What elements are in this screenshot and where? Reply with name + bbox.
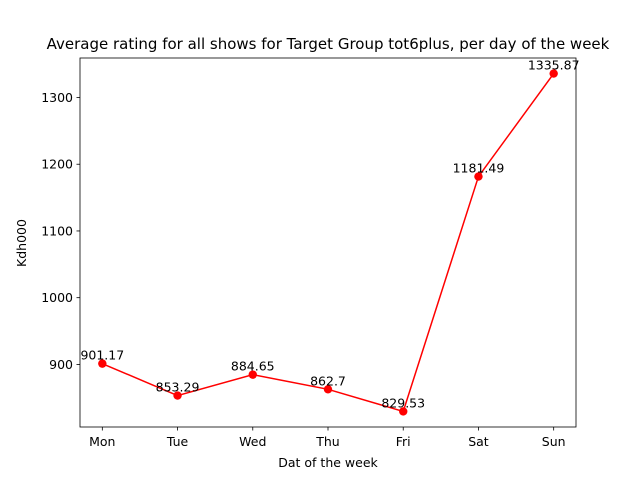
y-tick-label: 900 <box>49 357 73 372</box>
y-tick-label: 1300 <box>41 90 73 105</box>
data-label: 862.7 <box>310 373 346 388</box>
data-point <box>549 69 558 78</box>
data-point <box>173 391 182 400</box>
data-label: 1181.49 <box>453 161 505 176</box>
y-axis-label: Kdh000 <box>14 219 29 267</box>
data-point <box>98 359 107 368</box>
y-tick-label: 1000 <box>41 290 73 305</box>
data-point <box>399 407 408 416</box>
x-axis-label: Dat of the week <box>278 455 378 470</box>
data-label: 853.29 <box>156 380 200 395</box>
data-label: 1335.87 <box>528 58 580 73</box>
x-tick-label: Wed <box>239 434 266 449</box>
data-point <box>323 385 333 394</box>
chart-title: Average rating for all shows for Target … <box>47 35 610 53</box>
x-tick-label: Fri <box>396 434 411 449</box>
x-tick-label: Thu <box>315 434 339 449</box>
data-point <box>474 172 483 181</box>
x-tick-label: Sat <box>468 434 489 449</box>
x-tick-label: Sun <box>542 434 566 449</box>
data-label: 829.53 <box>381 395 425 410</box>
data-point <box>248 370 257 379</box>
y-tick-label: 1100 <box>41 223 73 238</box>
x-tick-label: Mon <box>89 434 115 449</box>
x-tick-label: Tue <box>166 434 189 449</box>
plot-area: 900 1000 1100 1200 1300 Mon Tue Wed Thu Fri Sat Sun… <box>41 58 579 449</box>
y-tick-label: 1200 <box>41 157 73 172</box>
data-label: 901.17 <box>80 348 124 363</box>
data-label: 884.65 <box>231 359 275 374</box>
